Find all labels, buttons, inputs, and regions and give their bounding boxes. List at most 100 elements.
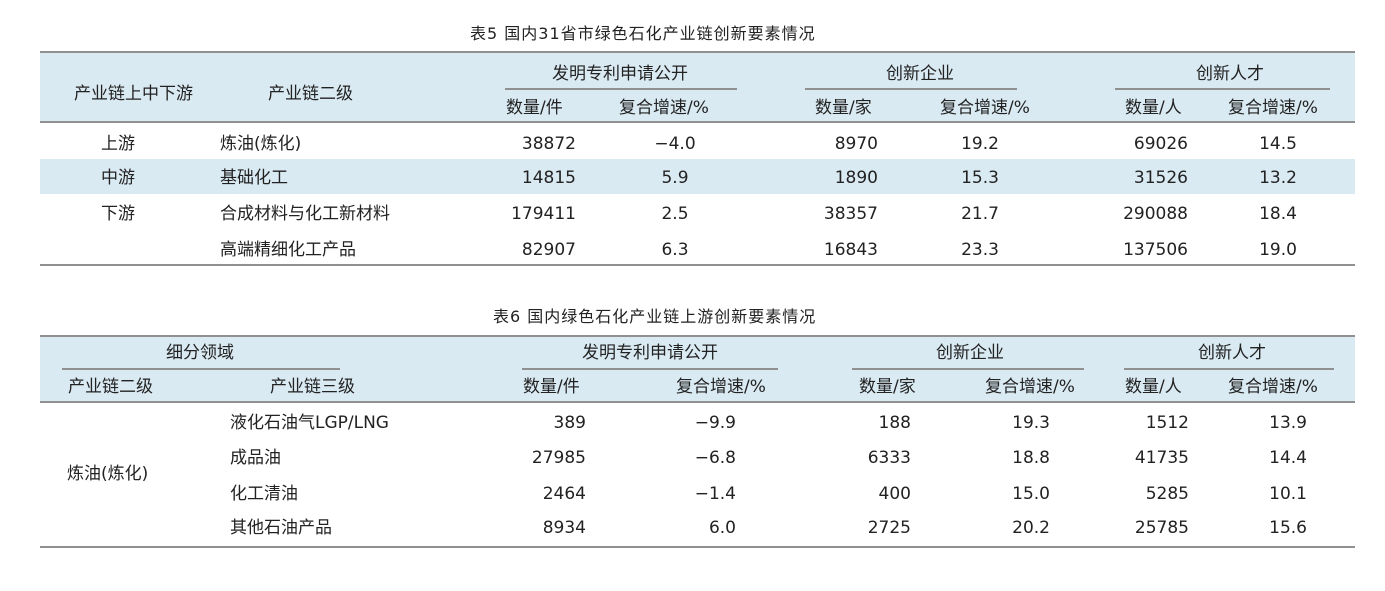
- row-talent-cagr: 18.4: [1259, 204, 1297, 224]
- row-enterprise: 6333: [867, 448, 911, 468]
- row-talent-cagr: 19.0: [1259, 240, 1297, 260]
- row-talent-cagr: 13.9: [1269, 413, 1307, 433]
- row-patent: 8934: [542, 518, 586, 538]
- row-patent-cagr: 6.0: [708, 518, 736, 538]
- table5-bottom-rule: [40, 264, 1355, 266]
- table6-top-rule: [40, 335, 1355, 337]
- row-patent: 14815: [521, 168, 576, 188]
- row-patent-cagr: −6.8: [694, 448, 736, 468]
- table6-talent-group-underline: [1124, 368, 1334, 370]
- row-talent: 5285: [1145, 484, 1189, 504]
- table5-patent-group-underline: [505, 88, 737, 90]
- table6-caption: 表6 国内绿色石化产业链上游创新要素情况: [493, 307, 817, 326]
- row-name: 化工清油: [230, 484, 298, 504]
- table6-head-talent-group: 创新人才: [1198, 343, 1266, 363]
- table5-header-band: [40, 52, 1355, 122]
- row-name: 高端精细化工产品: [220, 240, 356, 260]
- row-talent-cagr: 13.2: [1259, 168, 1297, 188]
- row-patent-cagr: −1.4: [694, 484, 736, 504]
- row-enterprise: 38357: [823, 204, 878, 224]
- row-enterprise-cagr: 19.3: [1012, 413, 1050, 433]
- row-enterprise-cagr: 23.3: [961, 240, 999, 260]
- row-talent-cagr: 15.6: [1269, 518, 1307, 538]
- row-enterprise: 400: [878, 484, 911, 504]
- row-enterprise: 1890: [834, 168, 878, 188]
- row-talent: 1512: [1145, 413, 1189, 433]
- row-talent-cagr: 14.4: [1269, 448, 1307, 468]
- table5-row2-band: [40, 159, 1355, 194]
- table5-top-rule: [40, 51, 1355, 53]
- row-enterprise: 16843: [823, 240, 878, 260]
- row-enterprise: 8970: [834, 134, 878, 154]
- table6-head-enterprise-group: 创新企业: [936, 343, 1004, 363]
- row-patent: 389: [553, 413, 586, 433]
- table5-head-level2: 产业链二级: [268, 84, 353, 104]
- row-enterprise-cagr: 20.2: [1012, 518, 1050, 538]
- row-patent: 2464: [542, 484, 586, 504]
- table6-head-patent-group: 发明专利申请公开: [582, 343, 718, 363]
- table5-head-patent-cagr: 复合增速/%: [619, 98, 709, 118]
- table6-enterprise-group-underline: [852, 368, 1084, 370]
- table5-header-rule: [40, 121, 1355, 123]
- row-name: 液化石油气LGP/LNG: [230, 413, 389, 433]
- row-name: 成品油: [230, 448, 281, 468]
- table6-header-rule: [40, 401, 1355, 403]
- table6-head-talent-qty: 数量/人: [1125, 377, 1182, 397]
- table5-head-talent-group: 创新人才: [1196, 64, 1264, 84]
- row-enterprise-cagr: 19.2: [961, 134, 999, 154]
- table6-head-talent-cagr: 复合增速/%: [1228, 377, 1318, 397]
- table6-group-label: 炼油(炼化): [67, 464, 149, 484]
- row-enterprise: 188: [878, 413, 911, 433]
- table6-bottom-rule: [40, 546, 1355, 548]
- table6-head-patent-cagr: 复合增速/%: [676, 377, 766, 397]
- table6-head-enterprise-cagr: 复合增速/%: [985, 377, 1075, 397]
- row-talent: 41735: [1134, 448, 1189, 468]
- row-enterprise: 2725: [867, 518, 911, 538]
- table5-enterprise-group-underline: [805, 88, 1017, 90]
- table5-caption: 表5 国内31省市绿色石化产业链创新要素情况: [470, 24, 816, 43]
- row-patent: 179411: [511, 204, 576, 224]
- row-patent-cagr: −9.9: [694, 413, 736, 433]
- row-talent: 137506: [1123, 240, 1188, 260]
- table5-head-level: 产业链上中下游: [74, 84, 193, 104]
- row-stage: 下游: [101, 204, 135, 224]
- row-enterprise-cagr: 21.7: [961, 204, 999, 224]
- table5-head-talent-cagr: 复合增速/%: [1228, 98, 1318, 118]
- table6-head-enterprise-qty: 数量/家: [859, 377, 916, 397]
- row-patent: 82907: [521, 240, 576, 260]
- row-name: 其他石油产品: [230, 518, 332, 538]
- table6-head-patent-qty: 数量/件: [523, 377, 580, 397]
- table6-head-segment: 细分领域: [166, 343, 234, 363]
- row-patent: 38872: [521, 134, 576, 154]
- row-patent-cagr: 6.3: [661, 240, 689, 260]
- row-talent: 290088: [1123, 204, 1188, 224]
- row-talent-cagr: 10.1: [1269, 484, 1307, 504]
- table6-patent-group-underline: [522, 368, 778, 370]
- row-enterprise-cagr: 15.3: [961, 168, 999, 188]
- row-name: 基础化工: [220, 168, 288, 188]
- table5-head-enterprise-cagr: 复合增速/%: [940, 98, 1030, 118]
- table5-head-talent-qty: 数量/人: [1125, 98, 1182, 118]
- table6-head-level2: 产业链二级: [68, 377, 153, 397]
- table6-segment-underline: [62, 368, 340, 370]
- row-stage: 中游: [101, 168, 135, 188]
- table5-head-patent-group: 发明专利申请公开: [552, 64, 688, 84]
- table5-talent-group-underline: [1115, 88, 1330, 90]
- row-enterprise-cagr: 15.0: [1012, 484, 1050, 504]
- row-talent: 31526: [1133, 168, 1188, 188]
- row-name: 合成材料与化工新材料: [220, 204, 390, 224]
- row-talent: 25785: [1134, 518, 1189, 538]
- table5-head-patent-qty: 数量/件: [506, 98, 563, 118]
- table6-head-level3: 产业链三级: [270, 377, 355, 397]
- table5-head-enterprise-qty: 数量/家: [815, 98, 872, 118]
- row-patent-cagr: 2.5: [661, 204, 689, 224]
- row-name: 炼油(炼化): [220, 134, 302, 154]
- row-patent-cagr: −4.0: [654, 134, 696, 154]
- row-stage: 上游: [101, 134, 135, 154]
- row-patent-cagr: 5.9: [661, 168, 689, 188]
- row-enterprise-cagr: 18.8: [1012, 448, 1050, 468]
- row-talent-cagr: 14.5: [1259, 134, 1297, 154]
- table5-head-enterprise-group: 创新企业: [886, 64, 954, 84]
- row-patent: 27985: [531, 448, 586, 468]
- row-talent: 69026: [1133, 134, 1188, 154]
